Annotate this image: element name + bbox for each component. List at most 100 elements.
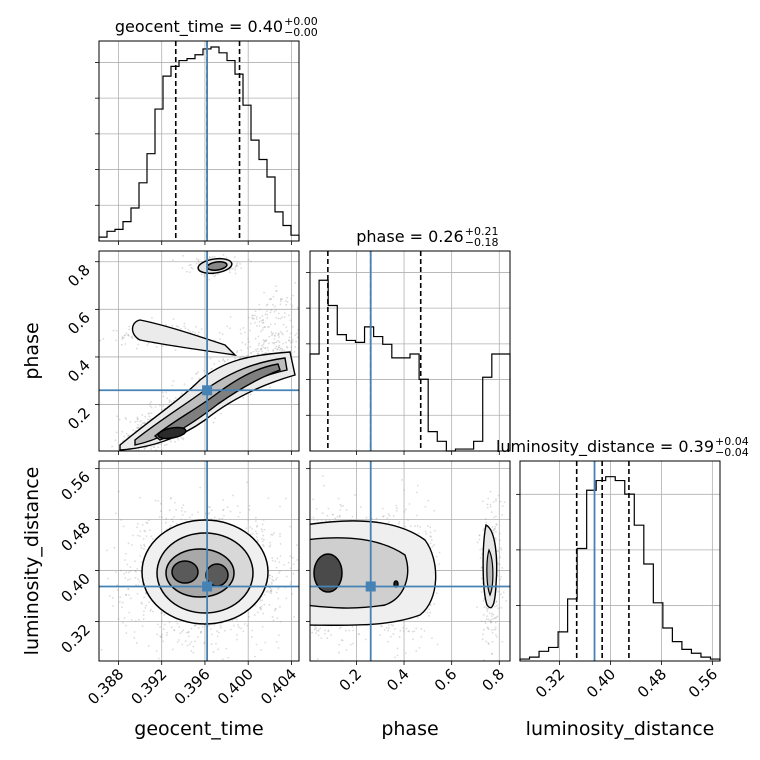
- scatter-point: [236, 350, 239, 352]
- histogram-step: [519, 476, 721, 661]
- scatter-point: [238, 626, 240, 629]
- scatter-point: [131, 335, 134, 338]
- title-plus: +0.21: [465, 225, 499, 238]
- scatter-point: [289, 319, 292, 322]
- scatter-point: [291, 325, 294, 328]
- scatter-point: [398, 635, 401, 638]
- scatter-point: [148, 601, 151, 603]
- scatter-point: [114, 458, 116, 460]
- scatter-point: [294, 281, 297, 284]
- scatter-point: [307, 581, 309, 583]
- scatter-point: [183, 325, 186, 328]
- scatter-point: [279, 317, 282, 320]
- scatter-point: [241, 355, 244, 358]
- scatter-point: [386, 517, 389, 520]
- scatter-point: [134, 420, 137, 423]
- scatter-point: [394, 628, 396, 630]
- scatter-point: [162, 395, 165, 398]
- scatter-point: [223, 360, 226, 362]
- scatter-point: [490, 615, 493, 617]
- scatter-point: [119, 601, 121, 603]
- scatter-point: [137, 427, 140, 430]
- scatter-point: [168, 399, 171, 402]
- scatter-point: [130, 336, 133, 338]
- scatter-point: [257, 344, 260, 347]
- scatter-point: [158, 516, 161, 518]
- scatter-point: [200, 631, 202, 634]
- scatter-point: [278, 570, 281, 573]
- panel-geocent_time-vs-luminosity_distance: [95, 460, 300, 665]
- scatter-point: [499, 500, 502, 503]
- scatter-point: [338, 515, 341, 518]
- scatter-point: [136, 453, 138, 455]
- scatter-point: [222, 508, 225, 511]
- scatter-point: [303, 510, 305, 512]
- scatter-point: [191, 267, 194, 270]
- scatter-point: [250, 260, 252, 263]
- scatter-point: [262, 319, 264, 322]
- scatter-point: [321, 512, 324, 514]
- scatter-point: [219, 624, 222, 627]
- scatter-point: [221, 333, 224, 335]
- scatter-point: [175, 325, 178, 327]
- scatter-point: [258, 320, 261, 323]
- scatter-point: [279, 347, 282, 350]
- scatter-point: [200, 328, 203, 331]
- scatter-point: [190, 266, 193, 269]
- scatter-point: [147, 519, 150, 522]
- scatter-point: [262, 339, 265, 342]
- scatter-point: [486, 506, 489, 509]
- scatter-point: [498, 569, 501, 572]
- scatter-point: [486, 503, 489, 506]
- scatter-point: [320, 519, 323, 522]
- scatter-point: [499, 539, 501, 542]
- scatter-point: [112, 604, 114, 607]
- scatter-point: [254, 655, 256, 658]
- scatter-point: [249, 351, 252, 354]
- scatter-point: [386, 640, 389, 643]
- scatter-point: [122, 336, 125, 339]
- scatter-point: [151, 537, 154, 540]
- scatter-point: [228, 327, 231, 330]
- x-tick-label: 0.2: [336, 665, 366, 695]
- scatter-point: [197, 261, 200, 264]
- scatter-point: [405, 627, 408, 630]
- scatter-point: [154, 405, 157, 408]
- scatter-point: [132, 534, 134, 537]
- scatter-point: [352, 629, 354, 632]
- scatter-point: [137, 343, 140, 346]
- scatter-point: [192, 330, 194, 333]
- scatter-point: [221, 658, 224, 661]
- scatter-point: [148, 412, 151, 415]
- scatter-point: [313, 519, 315, 521]
- scatter-point: [266, 313, 269, 316]
- scatter-point: [302, 598, 304, 600]
- scatter-point: [275, 290, 278, 292]
- scatter-point: [190, 264, 192, 266]
- scatter-point: [269, 574, 271, 577]
- scatter-point: [141, 523, 144, 526]
- scatter-point: [305, 558, 307, 560]
- axes-frame: [309, 460, 511, 662]
- scatter-point: [246, 354, 248, 357]
- scatter-point: [429, 611, 432, 614]
- scatter-point: [210, 643, 213, 646]
- scatter-point: [279, 330, 282, 333]
- scatter-point: [427, 525, 429, 528]
- scatter-point: [229, 271, 231, 274]
- scatter-point: [277, 317, 280, 320]
- scatter-point: [306, 648, 308, 650]
- scatter-point: [380, 625, 383, 627]
- scatter-point: [148, 415, 151, 418]
- scatter-point: [170, 401, 173, 403]
- scatter-point: [277, 312, 280, 315]
- scatter-point: [149, 457, 151, 459]
- scatter-point: [115, 512, 117, 515]
- scatter-point: [272, 332, 275, 335]
- scatter-point: [492, 529, 494, 532]
- scatter-point: [407, 630, 410, 633]
- scatter-point: [120, 451, 122, 453]
- scatter-point: [249, 533, 252, 536]
- scatter-point: [120, 519, 123, 521]
- scatter-point: [277, 346, 280, 349]
